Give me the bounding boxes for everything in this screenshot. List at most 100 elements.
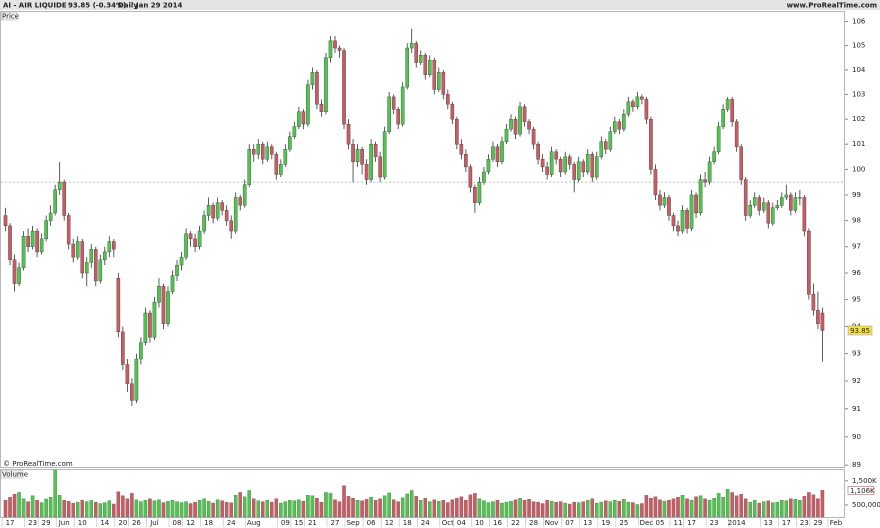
volume-bar <box>762 501 766 518</box>
volume-bar <box>418 499 423 518</box>
candle-body <box>283 149 288 165</box>
candle-body <box>297 111 301 127</box>
last-price-box <box>847 325 873 336</box>
candle-body <box>107 241 112 253</box>
volume-bar <box>459 496 464 518</box>
candle-body <box>80 241 85 274</box>
candle-body <box>355 149 360 163</box>
x-tick-label: Oct <box>442 519 454 527</box>
candle-body <box>103 251 107 261</box>
volume-bar <box>8 497 12 518</box>
volume-bar <box>703 498 707 518</box>
candle-body <box>387 96 391 132</box>
volume-bar <box>563 502 567 518</box>
candle-body <box>229 220 233 232</box>
volume-bar <box>423 498 428 518</box>
volume-bar <box>522 499 527 518</box>
volume-bar <box>152 500 157 518</box>
volume-bar <box>369 497 373 518</box>
volume-bar <box>676 497 680 518</box>
volume-bar <box>256 500 261 518</box>
candle-body <box>400 86 405 125</box>
volume-bar <box>94 501 98 518</box>
volume-bar <box>319 501 324 518</box>
candle-body <box>319 104 324 112</box>
candle-body <box>770 207 775 224</box>
volume-bar <box>662 500 667 518</box>
panel-label-box <box>0 11 18 21</box>
candle-body <box>21 236 26 268</box>
candle-body <box>8 225 12 261</box>
y-tick-label: 106 <box>852 18 866 26</box>
candle-body <box>536 143 540 160</box>
volume-bar <box>283 501 288 518</box>
y-tick-label: 95 <box>852 296 861 304</box>
volume-bar <box>57 495 62 518</box>
candle-body <box>757 197 762 211</box>
volume-bar <box>468 494 473 518</box>
x-tick-label: 10 <box>78 519 87 527</box>
volume-bar <box>576 502 581 518</box>
candle-body <box>626 101 631 115</box>
volume-bar <box>793 499 798 518</box>
candle-body <box>500 141 504 163</box>
candle-body <box>527 121 531 130</box>
volume-bar <box>725 489 730 518</box>
last-price-label: 93.85 <box>850 327 870 335</box>
candle-body <box>689 194 694 229</box>
candle-body <box>712 151 716 163</box>
volume-bar <box>211 502 215 518</box>
candle-body <box>590 154 595 178</box>
candle-body <box>635 96 640 107</box>
candle-body <box>446 94 450 105</box>
candle-body <box>351 143 355 163</box>
volume-bar <box>572 501 576 518</box>
x-tick-label: 09 <box>281 519 290 527</box>
candle-body <box>793 197 798 211</box>
volume-bar <box>26 501 30 518</box>
candle-body <box>30 230 35 247</box>
volume-bar <box>816 498 820 518</box>
volume-bar <box>202 498 206 518</box>
candle-body <box>491 146 495 160</box>
volume-bar <box>166 501 170 518</box>
last-volume-box <box>847 486 875 495</box>
volume-bar <box>274 498 279 518</box>
candle-body <box>464 154 468 168</box>
volume-bar <box>604 500 608 518</box>
volume-bar <box>161 502 166 518</box>
volume-bar <box>310 495 315 518</box>
candle-body <box>3 215 8 227</box>
candle-body <box>270 146 274 155</box>
candle-body <box>680 210 685 232</box>
candle-body <box>427 59 432 75</box>
candle-body <box>333 40 337 49</box>
volume-bar <box>251 498 256 518</box>
candle-body <box>184 233 188 258</box>
volume-bar <box>622 499 626 518</box>
x-tick-label: 06 <box>367 519 376 527</box>
candle-body <box>242 184 247 206</box>
candle-body <box>116 278 121 333</box>
candle-body <box>608 131 613 150</box>
volume-bar <box>640 503 644 518</box>
volume-bar <box>748 501 752 518</box>
volume-bar <box>224 501 229 518</box>
candle-body <box>766 202 771 224</box>
date: Jan 29 2014 <box>135 2 183 10</box>
candle-body <box>310 72 315 85</box>
volume-bar <box>184 501 188 518</box>
y-tick-label: 105 <box>852 42 865 50</box>
candle-body <box>752 197 757 206</box>
volume-bar <box>549 500 554 518</box>
volume-bar <box>811 494 816 518</box>
volume-bar <box>707 499 712 518</box>
volume-bar <box>53 469 57 518</box>
volume-bar <box>333 499 337 518</box>
x-tick-label: 29 <box>813 519 822 527</box>
x-tick-label: Feb <box>830 519 843 527</box>
volume-bar <box>798 499 802 518</box>
x-tick-label: 23 <box>710 519 719 527</box>
period: Daily <box>118 2 138 10</box>
candle-body <box>816 310 820 324</box>
